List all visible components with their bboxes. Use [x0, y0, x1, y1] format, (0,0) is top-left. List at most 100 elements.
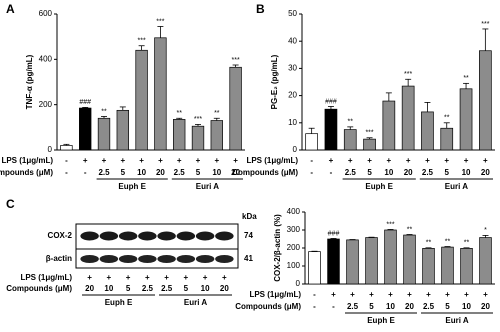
significance: ** — [426, 240, 432, 247]
compound-cell: 5 — [121, 168, 126, 177]
band — [138, 255, 157, 263]
compound-cell: 10 — [384, 168, 393, 177]
group-label: Euph E — [365, 182, 393, 191]
band — [80, 255, 99, 263]
bar — [191, 125, 205, 151]
lps-cell: - — [310, 156, 313, 165]
lps-cell: + — [444, 156, 449, 165]
lps-cell: + — [196, 156, 201, 165]
compound-cell: 2.5 — [345, 168, 357, 177]
bar — [422, 248, 435, 285]
significance: *** — [386, 221, 394, 228]
band-label: β-actin — [46, 254, 72, 263]
significance: ** — [348, 119, 354, 126]
lps-cell: + — [407, 290, 412, 299]
band — [176, 231, 196, 241]
row-label: Compounds (μM) — [235, 302, 301, 311]
y-tick-label: 30 — [288, 64, 297, 73]
compound-cell: - — [332, 302, 335, 311]
lps-cell: + — [348, 156, 353, 165]
y-tick-label: 10 — [288, 118, 297, 127]
bar — [479, 237, 492, 285]
bar — [384, 229, 397, 285]
row-label: Compounds (μM) — [0, 168, 53, 177]
compound-cell: 20 — [220, 284, 229, 293]
bar — [154, 37, 167, 151]
compound-cell: 2.5 — [161, 284, 173, 293]
compound-cell: 20 — [231, 168, 240, 177]
compound-cell: 2.5 — [347, 302, 359, 311]
bar — [97, 117, 111, 151]
compound-cell: 20 — [405, 302, 414, 311]
significance: *** — [232, 57, 240, 64]
significance: ** — [176, 110, 182, 117]
band — [157, 231, 176, 241]
lps-cell: + — [203, 273, 208, 282]
band — [138, 231, 157, 241]
row-label: LPS (1μg/mL) — [249, 290, 301, 299]
bar — [401, 85, 415, 151]
lps-cell: + — [177, 156, 182, 165]
band — [99, 255, 119, 263]
significance: *** — [404, 71, 412, 78]
significance: ** — [463, 75, 469, 82]
significance: ** — [444, 115, 450, 122]
bar — [421, 111, 434, 151]
bar — [305, 133, 318, 151]
bar — [173, 119, 186, 151]
lps-cell: + — [214, 156, 219, 165]
bar — [365, 237, 378, 285]
significance: ** — [101, 108, 107, 115]
group-label: Euph E — [367, 316, 395, 325]
compound-cell: - — [313, 302, 316, 311]
bar — [479, 50, 492, 151]
lps-cell: + — [222, 273, 227, 282]
compound-cell: 2.5 — [174, 168, 186, 177]
kda-label: kDa — [242, 212, 257, 221]
group-label: Euri A — [196, 182, 219, 191]
bar — [308, 251, 321, 285]
bar — [327, 238, 340, 285]
bar — [210, 120, 223, 151]
group-label: Euph E — [118, 182, 146, 191]
bar — [440, 127, 454, 151]
group-label: Euri A — [184, 298, 207, 307]
band-label: COX-2 — [48, 231, 73, 240]
lps-cell: + — [464, 156, 469, 165]
compound-cell: 20 — [404, 168, 413, 177]
panel-label: C — [6, 197, 15, 211]
band — [118, 231, 138, 241]
compound-cell: - — [84, 168, 87, 177]
significance: ### — [79, 99, 91, 106]
compound-cell: 5 — [126, 284, 131, 293]
compound-cell: 20 — [85, 284, 94, 293]
significance: ** — [214, 110, 220, 117]
bar — [135, 49, 148, 151]
lps-cell: + — [367, 156, 372, 165]
lps-cell: + — [388, 290, 393, 299]
compound-cell: 10 — [462, 168, 471, 177]
lps-cell: + — [158, 156, 163, 165]
y-tick-label: 0 — [293, 145, 298, 154]
band — [80, 231, 99, 241]
lps-cell: + — [164, 273, 169, 282]
band — [215, 255, 234, 263]
bar — [460, 248, 473, 285]
compound-cell: 5 — [445, 168, 450, 177]
compound-cell: 5 — [369, 302, 374, 311]
compound-cell: 5 — [184, 284, 189, 293]
significance: ** — [445, 238, 451, 245]
compound-cell: - — [330, 168, 333, 177]
band — [157, 255, 176, 263]
lps-cell: + — [329, 156, 334, 165]
lps-cell: + — [107, 273, 112, 282]
lps-cell: + — [464, 290, 469, 299]
lps-cell: + — [445, 290, 450, 299]
lps-cell: + — [139, 156, 144, 165]
bar — [343, 129, 357, 151]
size-label: 74 — [244, 231, 253, 240]
bar — [441, 246, 454, 285]
bar — [60, 145, 73, 151]
band — [195, 231, 215, 241]
significance: ### — [328, 230, 340, 237]
